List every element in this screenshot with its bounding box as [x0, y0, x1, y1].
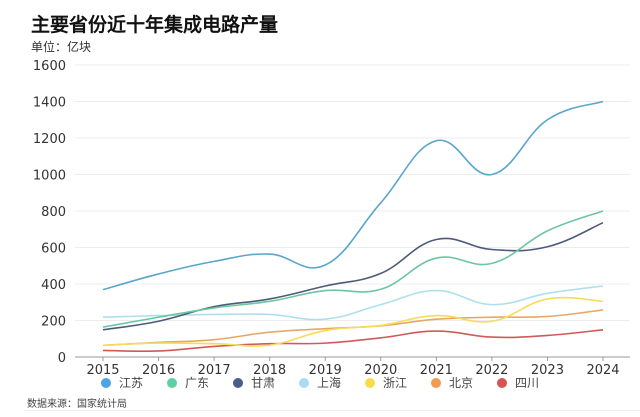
legend-item[interactable]: 四川 — [497, 374, 539, 391]
y-tick-label: 0 — [58, 351, 66, 366]
legend-label: 上海 — [316, 376, 341, 390]
legend-marker — [232, 377, 243, 388]
y-tick-label: 1600 — [33, 59, 66, 74]
legend-label: 浙江 — [383, 376, 408, 390]
series-line-四川 — [102, 329, 604, 353]
legend-label: 江苏 — [118, 376, 143, 390]
legend-item[interactable]: 北京 — [431, 374, 473, 391]
y-tick-label: 1400 — [33, 96, 66, 111]
legend-label: 甘肃 — [250, 376, 275, 390]
legend-marker — [166, 377, 177, 388]
series-line-广东 — [102, 210, 604, 328]
x-tick-label: 2021 — [420, 363, 453, 378]
series-line-上海 — [102, 285, 604, 321]
legend-marker — [365, 377, 375, 388]
legend-item[interactable]: 广东 — [166, 374, 209, 391]
series-line-江苏 — [102, 100, 604, 291]
y-tick-label: 200 — [41, 315, 66, 330]
y-tick-label: 600 — [41, 242, 66, 257]
legend-marker — [100, 377, 111, 388]
legend-label: 四川 — [515, 376, 540, 390]
data-source: 数据来源：国家统计局 — [27, 399, 127, 410]
legend: 江苏 广东 甘肃 上海 浙江 北京 四川 — [0, 374, 640, 391]
series-line-浙江 — [102, 296, 604, 347]
x-tick-label: 2018 — [253, 363, 286, 378]
y-tick-label: 400 — [41, 278, 66, 293]
unit-label: 单位：亿块 — [31, 40, 92, 54]
legend-item[interactable]: 甘肃 — [232, 374, 275, 391]
x-tick-label: 2023 — [531, 363, 564, 378]
y-tick-label: 1200 — [33, 132, 66, 147]
x-tick-label: 2022 — [475, 363, 508, 378]
x-tick-label: 2020 — [364, 363, 397, 378]
y-tick-label: 800 — [41, 205, 66, 220]
x-tick-label: 2019 — [309, 363, 342, 378]
legend-item[interactable]: 上海 — [298, 374, 341, 391]
x-tick-label: 2017 — [198, 363, 231, 378]
x-tick-label: 2016 — [142, 363, 175, 378]
legend-label: 广东 — [184, 376, 209, 390]
legend-item[interactable]: 江苏 — [100, 374, 143, 391]
divider — [25, 410, 640, 411]
legend-marker — [497, 377, 508, 388]
x-tick-label: 2015 — [86, 363, 119, 378]
y-tick-label: 1000 — [33, 169, 66, 184]
legend-label: 北京 — [449, 376, 474, 390]
legend-marker — [431, 377, 442, 388]
legend-item[interactable]: 浙江 — [365, 374, 407, 391]
legend-marker — [298, 377, 309, 388]
x-tick-label: 2024 — [586, 363, 619, 378]
chart-title: 主要省份近十年集成电路产量 — [31, 14, 279, 36]
